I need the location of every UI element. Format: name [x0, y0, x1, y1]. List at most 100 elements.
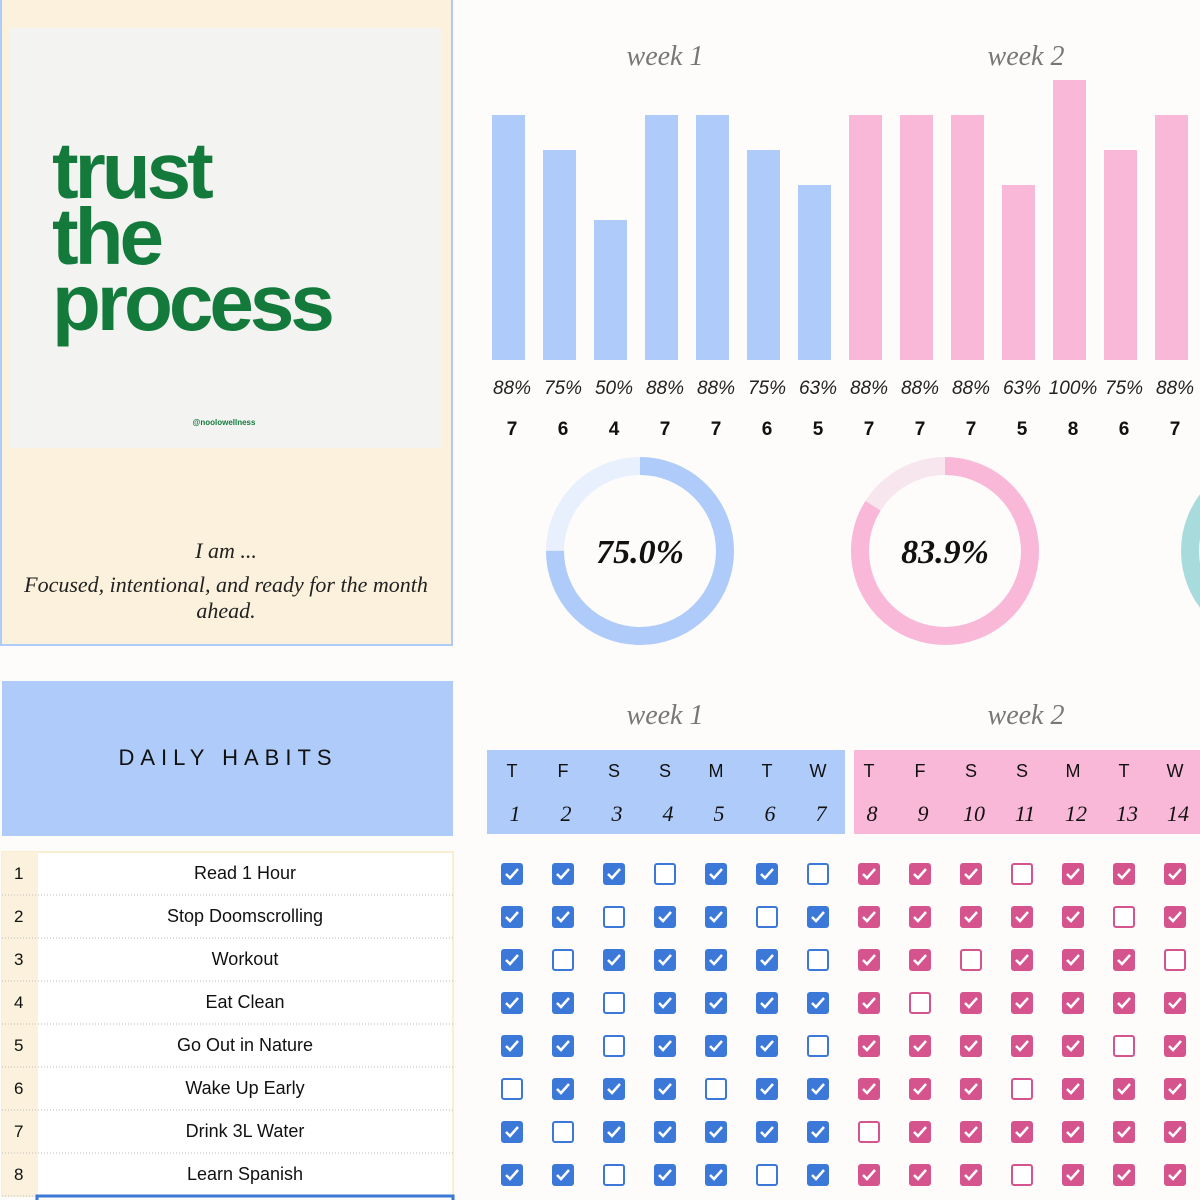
- checkbox[interactable]: [552, 906, 574, 928]
- checkbox[interactable]: [909, 906, 931, 928]
- checkbox[interactable]: [807, 1121, 829, 1143]
- checkbox[interactable]: [1062, 906, 1084, 928]
- checkbox[interactable]: [1011, 1164, 1033, 1186]
- checkbox[interactable]: [858, 1121, 880, 1143]
- checkbox[interactable]: [1062, 1121, 1084, 1143]
- checkbox[interactable]: [858, 863, 880, 885]
- checkbox[interactable]: [1164, 949, 1186, 971]
- checkbox[interactable]: [960, 1164, 982, 1186]
- checkbox[interactable]: [807, 863, 829, 885]
- checkbox[interactable]: [756, 1035, 778, 1057]
- checkbox[interactable]: [603, 1164, 625, 1186]
- checkbox[interactable]: [858, 906, 880, 928]
- checkbox[interactable]: [552, 1078, 574, 1100]
- checkbox[interactable]: [1164, 1035, 1186, 1057]
- checkbox[interactable]: [603, 863, 625, 885]
- checkbox[interactable]: [1113, 1035, 1135, 1057]
- checkbox[interactable]: [858, 1078, 880, 1100]
- checkbox[interactable]: [1062, 1035, 1084, 1057]
- checkbox[interactable]: [1011, 1035, 1033, 1057]
- checkbox[interactable]: [552, 1121, 574, 1143]
- checkbox[interactable]: [909, 863, 931, 885]
- checkbox[interactable]: [1062, 1078, 1084, 1100]
- checkbox[interactable]: [960, 1035, 982, 1057]
- checkbox[interactable]: [1011, 906, 1033, 928]
- checkbox[interactable]: [756, 992, 778, 1014]
- checkbox[interactable]: [858, 1164, 880, 1186]
- checkbox[interactable]: [756, 906, 778, 928]
- checkbox[interactable]: [501, 992, 523, 1014]
- checkbox[interactable]: [1062, 949, 1084, 971]
- checkbox[interactable]: [501, 906, 523, 928]
- checkbox[interactable]: [501, 1121, 523, 1143]
- checkbox[interactable]: [1062, 863, 1084, 885]
- checkbox[interactable]: [603, 906, 625, 928]
- checkbox[interactable]: [705, 863, 727, 885]
- checkbox[interactable]: [960, 992, 982, 1014]
- checkbox[interactable]: [1062, 992, 1084, 1014]
- checkbox[interactable]: [756, 949, 778, 971]
- checkbox[interactable]: [909, 1078, 931, 1100]
- checkbox[interactable]: [1113, 1121, 1135, 1143]
- checkbox[interactable]: [654, 1078, 676, 1100]
- checkbox[interactable]: [960, 906, 982, 928]
- checkbox[interactable]: [552, 863, 574, 885]
- checkbox[interactable]: [654, 1164, 676, 1186]
- checkbox[interactable]: [1113, 1164, 1135, 1186]
- checkbox[interactable]: [552, 992, 574, 1014]
- checkbox[interactable]: [807, 992, 829, 1014]
- checkbox[interactable]: [654, 992, 676, 1014]
- checkbox[interactable]: [960, 949, 982, 971]
- checkbox[interactable]: [603, 992, 625, 1014]
- checkbox[interactable]: [603, 949, 625, 971]
- checkbox[interactable]: [501, 863, 523, 885]
- checkbox[interactable]: [501, 949, 523, 971]
- checkbox[interactable]: [756, 1078, 778, 1100]
- checkbox[interactable]: [1113, 906, 1135, 928]
- checkbox[interactable]: [756, 1164, 778, 1186]
- checkbox[interactable]: [909, 1164, 931, 1186]
- checkbox[interactable]: [705, 1078, 727, 1100]
- checkbox[interactable]: [1164, 1164, 1186, 1186]
- checkbox[interactable]: [807, 906, 829, 928]
- checkbox[interactable]: [807, 1164, 829, 1186]
- checkbox[interactable]: [858, 1035, 880, 1057]
- checkbox[interactable]: [756, 863, 778, 885]
- checkbox[interactable]: [807, 949, 829, 971]
- checkbox[interactable]: [603, 1035, 625, 1057]
- checkbox[interactable]: [552, 1164, 574, 1186]
- checkbox[interactable]: [1113, 1078, 1135, 1100]
- checkbox[interactable]: [1164, 863, 1186, 885]
- checkbox[interactable]: [1011, 1078, 1033, 1100]
- checkbox[interactable]: [909, 1121, 931, 1143]
- checkbox[interactable]: [909, 1035, 931, 1057]
- checkbox[interactable]: [654, 906, 676, 928]
- checkbox[interactable]: [1062, 1164, 1084, 1186]
- checkbox[interactable]: [501, 1035, 523, 1057]
- checkbox[interactable]: [807, 1078, 829, 1100]
- checkbox[interactable]: [705, 992, 727, 1014]
- checkbox[interactable]: [858, 992, 880, 1014]
- checkbox[interactable]: [705, 1164, 727, 1186]
- checkbox[interactable]: [552, 949, 574, 971]
- checkbox[interactable]: [1011, 1121, 1033, 1143]
- checkbox[interactable]: [909, 949, 931, 971]
- checkbox[interactable]: [501, 1078, 523, 1100]
- checkbox[interactable]: [960, 863, 982, 885]
- checkbox[interactable]: [1164, 906, 1186, 928]
- checkbox[interactable]: [1113, 992, 1135, 1014]
- checkbox[interactable]: [654, 863, 676, 885]
- checkbox[interactable]: [1164, 1078, 1186, 1100]
- checkbox[interactable]: [1164, 1121, 1186, 1143]
- checkbox[interactable]: [1113, 949, 1135, 971]
- checkbox[interactable]: [705, 1121, 727, 1143]
- checkbox[interactable]: [807, 1035, 829, 1057]
- checkbox[interactable]: [1164, 992, 1186, 1014]
- checkbox[interactable]: [705, 1035, 727, 1057]
- checkbox[interactable]: [1011, 863, 1033, 885]
- checkbox[interactable]: [552, 1035, 574, 1057]
- checkbox[interactable]: [603, 1078, 625, 1100]
- checkbox[interactable]: [654, 1121, 676, 1143]
- checkbox[interactable]: [603, 1121, 625, 1143]
- checkbox[interactable]: [960, 1121, 982, 1143]
